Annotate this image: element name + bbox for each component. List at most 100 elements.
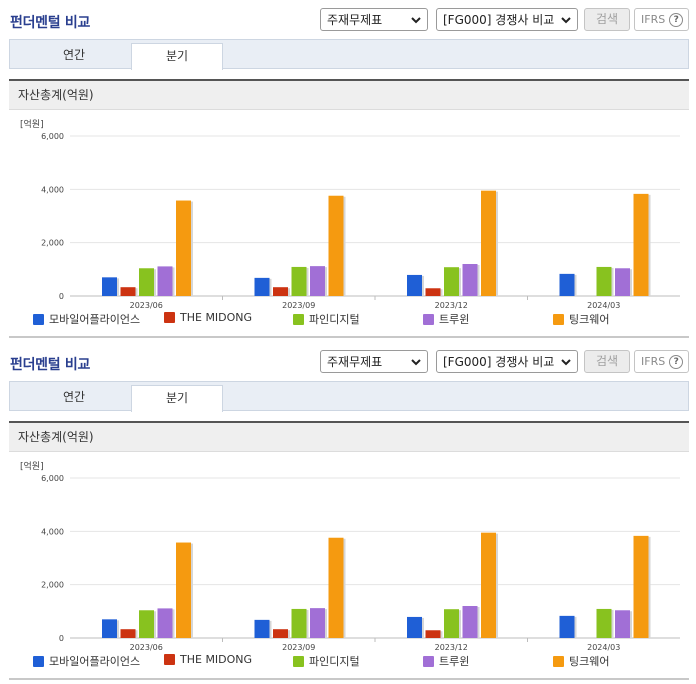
bar [157,266,173,296]
bar [176,542,191,638]
legend-label: 팅크웨어 [569,313,610,326]
legend-label: 모바일어플라이언스 [49,655,141,668]
legend-swatch [553,313,564,325]
compare-select-value: [FG000] 경쟁사 비교 [443,355,555,369]
legend-label: 트루윈 [439,655,470,668]
bar [139,610,154,638]
legend-item[interactable]: 모바일어플라이언스 [33,311,140,327]
x-tick-label: 2023/06 [130,301,163,310]
chevron-down-icon [561,17,571,24]
bar [407,616,422,638]
legend-label: 파인디지털 [309,313,360,326]
tab-quarterly[interactable]: 분기 [131,43,223,70]
panel-title: 펀더멘털 비교 [10,15,91,31]
chart-legend: 모바일어플라이언스 THE MIDONG 파인디지털 트루윈 팅크웨어 [0,653,696,671]
panel-title: 펀더멘털 비교 [10,357,91,373]
chevron-down-icon [411,359,421,366]
unit-label: [억원] [20,462,44,472]
asset-chart: 0 2,000 4,000 6,000 2023/06 2023/09 2023/12 202… [41,474,680,652]
fundamental-panel-2: 펀더멘털 비교 주재무제표 [FG000] 경쟁사 비교 검색 IFRS ? 연… [0,342,696,684]
chevron-down-icon [561,359,571,366]
tab-annual[interactable]: 연간 [62,390,86,404]
bar [254,619,270,638]
bar [615,610,630,638]
legend-item[interactable]: 팅크웨어 [553,653,609,669]
bar [481,190,496,296]
bar [615,268,630,296]
legend-item[interactable]: THE MIDONG [164,653,252,666]
y-tick-label: 2,000 [41,581,64,590]
bar [407,274,422,296]
bar [102,277,117,296]
legend-item[interactable]: 파인디지털 [293,311,360,327]
x-tick-label: 2024/03 [587,643,620,652]
period-tabbar: 연간 분기 [9,381,689,412]
bar [120,629,136,638]
x-tick-label: 2023/09 [282,643,315,652]
ifrs-label: IFRS [641,13,666,26]
legend-swatch [293,655,304,667]
y-tick-label: 4,000 [41,527,64,536]
bar [328,195,344,296]
chevron-down-icon [411,17,421,24]
question-circle-icon: ? [669,354,684,369]
bar [273,629,288,638]
legend-swatch [553,655,564,667]
search-button[interactable]: 검색 [584,8,630,31]
y-tick-label: 2,000 [41,239,64,248]
x-tick-label: 2023/12 [435,643,468,652]
bar [462,606,478,638]
bar [176,200,191,296]
bar [444,267,459,296]
y-tick-label: 4,000 [41,185,64,194]
legend-label: 팅크웨어 [569,655,610,668]
bar [425,288,441,296]
legend-label: 트루윈 [439,313,470,326]
fundamental-panel-1: 펀더멘털 비교 주재무제표 [FG000] 경쟁사 비교 검색 IFRS ? 연… [0,8,696,338]
compare-select-value: [FG000] 경쟁사 비교 [443,13,555,27]
legend-item[interactable]: 트루윈 [423,653,469,669]
x-tick-label: 2024/03 [587,301,620,310]
period-tabbar: 연간 분기 [9,39,689,70]
legend-item[interactable]: 모바일어플라이언스 [33,653,140,669]
question-circle-icon: ? [669,12,684,27]
compare-select[interactable]: [FG000] 경쟁사 비교 [436,350,578,373]
y-tick-label: 0 [59,634,64,643]
legend-swatch [33,655,44,667]
legend-item[interactable]: 팅크웨어 [553,311,609,327]
tab-quarterly[interactable]: 분기 [131,385,223,412]
legend-swatch [293,313,304,325]
legend-item[interactable]: 트루윈 [423,311,469,327]
bar [254,277,270,296]
y-tick-label: 6,000 [41,132,64,141]
section-header: 자산총계(억원) [9,421,689,452]
compare-select[interactable]: [FG000] 경쟁사 비교 [436,8,578,31]
search-button[interactable]: 검색 [584,350,630,373]
ifrs-button[interactable]: IFRS ? [634,8,689,31]
bar [425,630,441,638]
bar [444,609,459,638]
statement-select[interactable]: 주재무제표 [320,8,428,31]
bar [291,266,307,296]
tab-annual[interactable]: 연간 [62,48,86,62]
ifrs-button[interactable]: IFRS ? [634,350,689,373]
statement-select-value: 주재무제표 [327,13,383,27]
legend-swatch [423,313,434,325]
unit-label: [억원] [20,120,44,130]
legend-label: 파인디지털 [309,655,360,668]
legend-item[interactable]: 파인디지털 [293,653,360,669]
chart-legend: 모바일어플라이언스 THE MIDONG 파인디지털 트루윈 팅크웨어 [0,311,696,329]
asset-chart: 0 2,000 4,000 6,000 2023/06 2023/09 2023/12 202… [41,132,680,310]
x-tick-label: 2023/12 [435,301,468,310]
legend-label: THE MIDONG [180,653,253,666]
bar [273,287,288,296]
y-tick-label: 0 [59,292,64,301]
bar [120,287,136,296]
legend-item[interactable]: THE MIDONG [164,311,252,324]
y-tick-label: 6,000 [41,474,64,483]
bar [481,532,496,638]
bar [559,615,575,638]
statement-select[interactable]: 주재무제표 [320,350,428,373]
bar [596,608,612,638]
legend-label: 모바일어플라이언스 [49,313,141,326]
